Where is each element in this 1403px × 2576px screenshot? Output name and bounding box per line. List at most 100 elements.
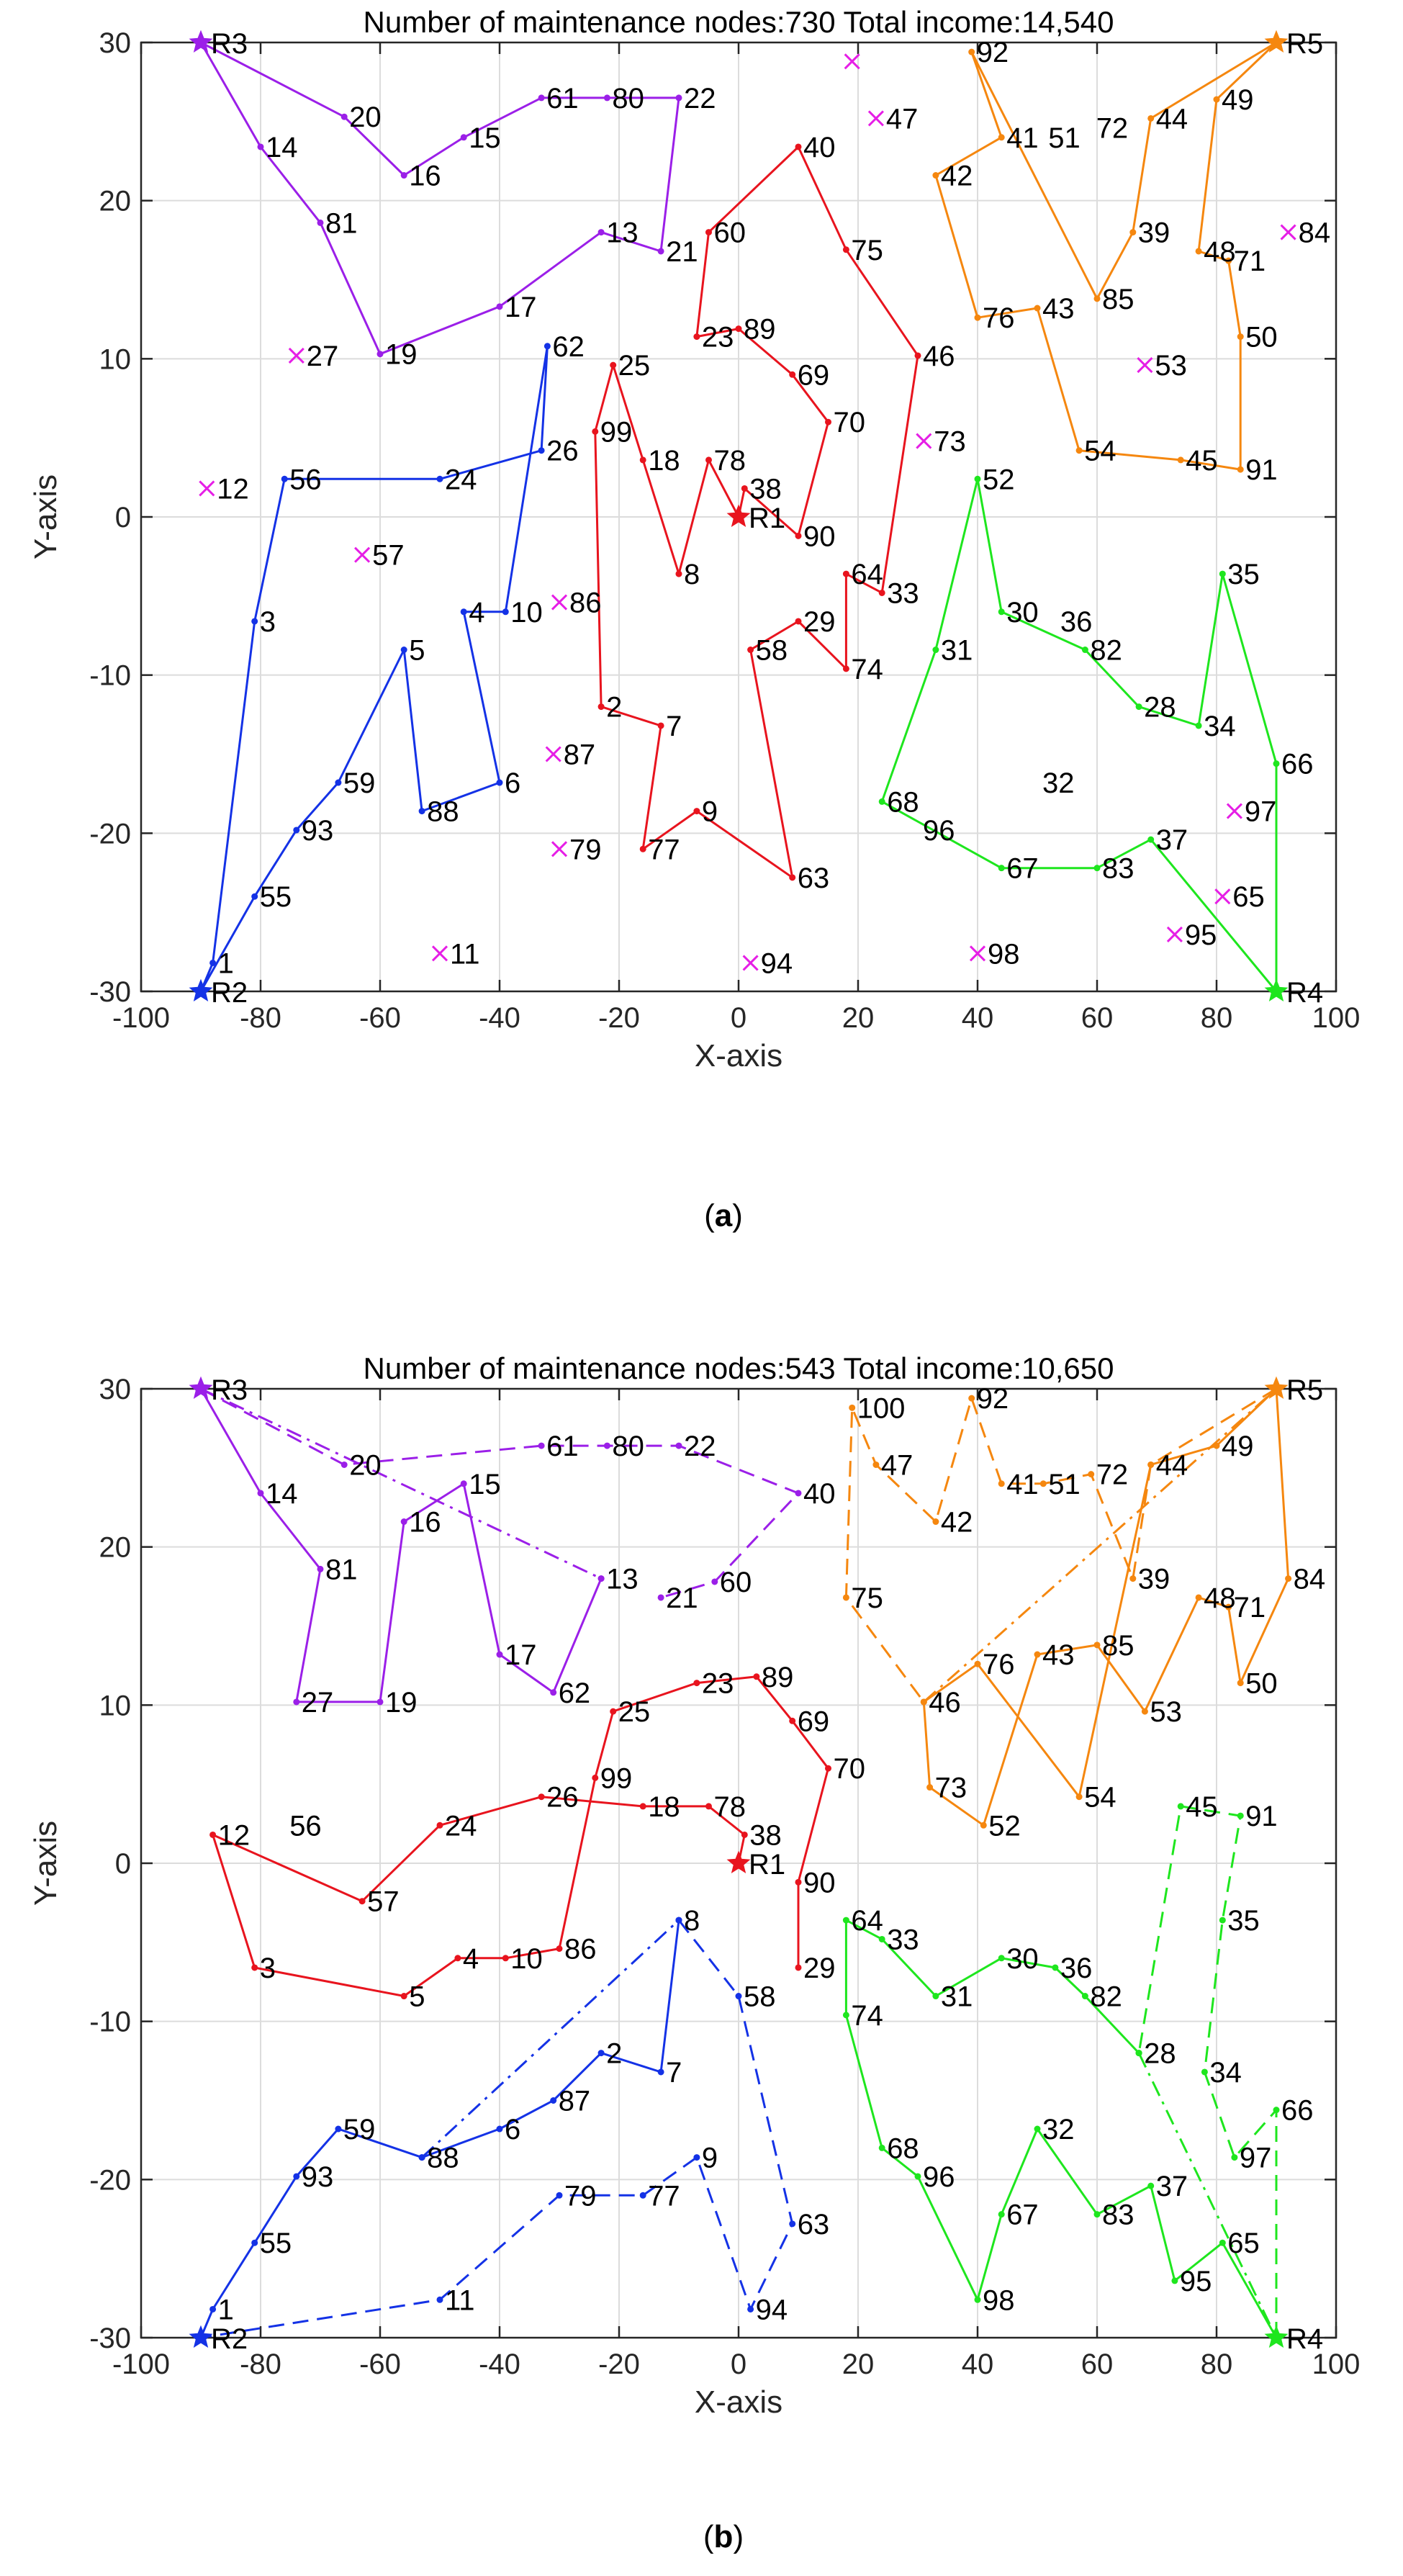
depot-star-marker <box>1264 30 1289 53</box>
node-label: 35 <box>1227 1905 1260 1937</box>
depot-label: R5 <box>1286 1374 1323 1406</box>
depot-label: R5 <box>1286 28 1323 60</box>
node-label: 40 <box>803 1478 836 1510</box>
route-node-dot <box>1141 1708 1148 1715</box>
route-node-dot <box>597 1575 605 1582</box>
unserved-node-marker <box>1226 803 1242 819</box>
node-label: 24 <box>445 1810 477 1842</box>
route-node-dot <box>657 2068 664 2076</box>
route-node-dot <box>639 1803 646 1810</box>
route-node-dot <box>932 647 939 654</box>
node-label: 66 <box>1281 749 1314 780</box>
node-label: 33 <box>887 577 919 609</box>
y-tick-label: 20 <box>99 1532 132 1564</box>
node-label: 7 <box>666 2057 682 2089</box>
route-node-dot <box>1273 2107 1280 2114</box>
route-node-dot <box>1285 1575 1292 1582</box>
route-node-dot <box>932 1518 939 1526</box>
route-node-dot <box>538 447 545 454</box>
route-node-dot <box>1219 2239 1226 2246</box>
route-node-dot <box>538 1442 545 1449</box>
route-node-dot <box>257 1490 264 1497</box>
route-node-dot <box>980 1821 987 1829</box>
depot-star-marker <box>189 2325 213 2348</box>
node-label: 46 <box>923 341 955 372</box>
node-label: 23 <box>702 322 734 353</box>
node-label: 73 <box>935 1773 967 1804</box>
node-label: 25 <box>618 1696 651 1728</box>
node-label: 37 <box>1156 824 1188 856</box>
route-line-green <box>1137 2052 1278 2338</box>
route-node-dot <box>795 1878 802 1886</box>
unserved-node-marker <box>545 746 561 762</box>
route-node-dot <box>1129 1575 1137 1582</box>
unserved-node-label: 86 <box>569 587 602 619</box>
node-label: 83 <box>1102 2199 1134 2231</box>
route-node-dot <box>550 2097 557 2104</box>
node-label: 92 <box>977 1383 1009 1415</box>
node-label: 77 <box>648 2180 680 2212</box>
node-label: 22 <box>684 1431 716 1462</box>
route-node-dot <box>842 1917 849 1924</box>
route-node-dot <box>1171 2277 1178 2284</box>
node-label: 55 <box>260 2228 292 2259</box>
route-node-dot <box>610 1708 617 1715</box>
marker-stroke <box>551 594 568 611</box>
route-node-dot <box>1075 1793 1083 1801</box>
route-node-dot <box>400 647 407 654</box>
node-label: 36 <box>1060 1953 1093 1984</box>
x-tick-label: 40 <box>962 1002 994 1034</box>
route-node-dot <box>1147 1461 1155 1468</box>
x-axis-label: X-axis <box>695 2384 782 2420</box>
x-tick-label: 20 <box>842 2348 875 2380</box>
x-tick-label: 80 <box>1201 2348 1233 2380</box>
route-node-dot <box>460 608 467 616</box>
route-node-dot <box>603 94 610 102</box>
unserved-node-label: 95 <box>1185 919 1217 951</box>
route-node-dot <box>209 1831 217 1838</box>
route-node-dot <box>753 1673 760 1680</box>
unserved-node-marker <box>844 53 860 70</box>
route-node-dot <box>1147 836 1155 843</box>
panel-b-caption: (b) <box>703 2519 744 2554</box>
node-label: 60 <box>714 217 746 249</box>
x-tick-label: -40 <box>479 1002 520 1034</box>
x-tick-label: 20 <box>842 1002 875 1034</box>
node-label: 85 <box>1102 1630 1134 1662</box>
x-axis-label: X-axis <box>695 1038 782 1073</box>
marker-stroke <box>199 480 215 497</box>
depot-star-marker <box>189 30 213 53</box>
node-label: 37 <box>1156 2171 1188 2202</box>
route-node-dot <box>436 1821 443 1829</box>
route-node-dot <box>849 1404 856 1411</box>
route-node-dot <box>597 229 605 236</box>
node-label: 93 <box>302 815 334 847</box>
route-node-dot <box>1237 466 1244 473</box>
route-node-dot <box>281 475 288 482</box>
route-node-dot <box>789 371 796 378</box>
route-node-dot <box>1093 295 1101 302</box>
depot-label: R3 <box>211 28 248 60</box>
y-tick-label: 30 <box>99 1374 132 1405</box>
route-node-dot <box>502 608 509 616</box>
node-label: 3 <box>260 1953 276 1984</box>
route-node-dot <box>795 618 802 625</box>
node-label: 92 <box>977 37 1009 68</box>
node-label: 74 <box>851 654 883 685</box>
node-label: 67 <box>1006 2199 1039 2231</box>
route-node-dot <box>603 1442 610 1449</box>
route-line-purple <box>199 41 680 356</box>
node-label: 28 <box>1144 2038 1176 2070</box>
route-node-dot <box>914 352 921 359</box>
node-label: 53 <box>1150 1696 1182 1728</box>
node-label: 57 <box>367 1886 399 1918</box>
node-label: 2 <box>606 2038 622 2070</box>
route-node-dot <box>657 1594 664 1601</box>
x-tick-label: 100 <box>1312 1002 1361 1034</box>
route-node-dot <box>878 798 885 805</box>
node-label: 21 <box>666 1582 698 1614</box>
route-node-dot <box>741 485 748 492</box>
unserved-node-marker <box>551 594 568 611</box>
route-node-dot <box>251 618 258 625</box>
